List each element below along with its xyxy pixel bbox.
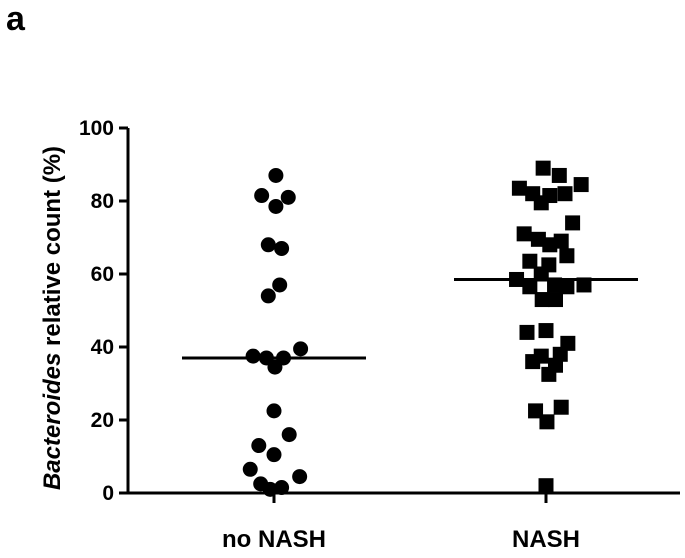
data-point (573, 177, 589, 193)
x-tick-label: NASH (512, 526, 580, 553)
data-point (292, 469, 308, 485)
data-point (267, 359, 283, 375)
data-marks (182, 160, 638, 497)
data-point (535, 160, 551, 176)
data-point (268, 167, 284, 183)
data-point (530, 231, 546, 247)
data-point (280, 189, 296, 205)
data-point (538, 478, 554, 494)
data-point (560, 335, 576, 351)
data-point (245, 348, 261, 364)
data-point (260, 237, 276, 253)
data-point (548, 292, 563, 308)
data-point (525, 354, 541, 370)
data-point (538, 323, 554, 339)
data-point (251, 438, 267, 454)
y-tick-label: 20 (91, 409, 114, 432)
data-point (293, 341, 309, 357)
data-point (559, 279, 575, 295)
data-point (519, 324, 535, 340)
data-point (511, 180, 527, 196)
data-point (547, 277, 563, 293)
axes: 0 20 40 60 80 100 no NASH NASH (79, 117, 680, 553)
data-point (522, 253, 538, 269)
data-point (576, 277, 592, 293)
data-point (551, 167, 567, 183)
y-tick-label: 40 (91, 336, 114, 359)
data-point (262, 481, 278, 497)
data-point (533, 266, 549, 282)
y-tick-label: 60 (91, 263, 114, 286)
series-no-nash (182, 167, 366, 497)
data-point (242, 461, 258, 477)
data-point (281, 427, 297, 443)
data-point (533, 195, 549, 211)
panel-label: a (6, 0, 25, 38)
data-point (534, 292, 550, 308)
data-point (272, 277, 288, 293)
y-axis-label-rest: relative count (%) (39, 146, 66, 353)
data-point (266, 403, 282, 419)
data-point (565, 215, 581, 231)
data-point (254, 188, 270, 204)
data-point (553, 233, 569, 249)
data-point (559, 248, 575, 264)
data-point (528, 403, 544, 419)
x-tick-label: no NASH (222, 526, 326, 553)
y-tick-label: 80 (91, 190, 114, 213)
y-axis-label: Bacteroides relative count (%) (39, 146, 66, 490)
data-point (266, 447, 282, 463)
y-axis-title: Bacteroides relative count (%) (39, 146, 66, 490)
data-point (260, 288, 276, 304)
data-point (553, 399, 569, 415)
y-tick-label: 0 (102, 482, 114, 505)
data-point (268, 198, 284, 214)
data-point (557, 186, 573, 202)
y-axis-label-italic: Bacteroides (39, 353, 66, 490)
series-nash (454, 160, 638, 494)
y-tick-label: 100 (79, 117, 114, 140)
data-point (542, 237, 558, 253)
data-point (274, 240, 290, 256)
data-point (539, 414, 555, 430)
data-point (516, 226, 532, 242)
data-point (541, 366, 557, 382)
data-point (274, 480, 290, 496)
data-point (522, 279, 538, 295)
